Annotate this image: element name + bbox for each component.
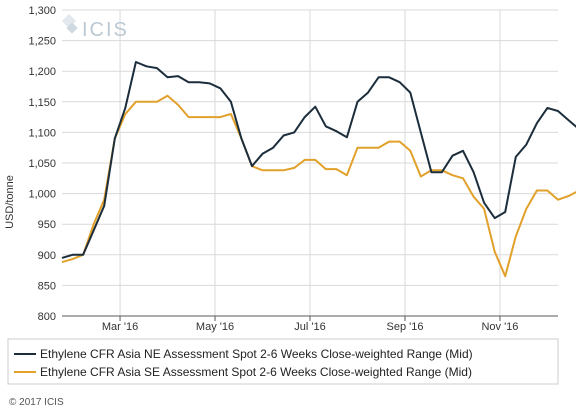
logo-text: ICIS — [82, 19, 129, 41]
x-tick-label: May '16 — [196, 321, 234, 333]
y-axis-ticks: 800 850 900 950 1,000 1,050 1,100 1,150 1,200 1,2… — [28, 5, 56, 323]
copyright-text: © 2017 ICIS — [9, 397, 64, 408]
y-tick-label: 1,150 — [28, 97, 56, 109]
y-tick-label: 1,250 — [28, 36, 56, 48]
y-tick-label: 900 — [38, 250, 56, 262]
y-tick-label: 850 — [38, 280, 56, 292]
series-line-ne — [61, 61, 576, 259]
legend-label-se: Ethylene CFR Asia SE Assessment Spot 2-6… — [40, 365, 472, 379]
legend-label-ne: Ethylene CFR Asia NE Assessment Spot 2-6… — [40, 347, 473, 361]
y-tick-label: 1,100 — [28, 127, 56, 139]
y-tick-label: 800 — [38, 311, 56, 323]
legend-box — [7, 338, 559, 385]
y-tick-label: 950 — [38, 219, 56, 231]
y-tick-label: 1,000 — [28, 189, 56, 201]
y-axis-title: USD/tonne — [4, 175, 16, 229]
y-tick-label: 1,050 — [28, 158, 56, 170]
y-tick-label: 1,200 — [28, 66, 56, 78]
x-tick-label: Nov '16 — [481, 321, 518, 333]
series-line-se — [61, 94, 576, 278]
x-tick-label: Jul '16 — [294, 321, 325, 333]
x-tick-label: Sep '16 — [386, 321, 423, 333]
y-tick-label: 1,300 — [28, 5, 56, 17]
x-tick-label: Mar '16 — [102, 321, 138, 333]
series-lines — [61, 61, 576, 278]
